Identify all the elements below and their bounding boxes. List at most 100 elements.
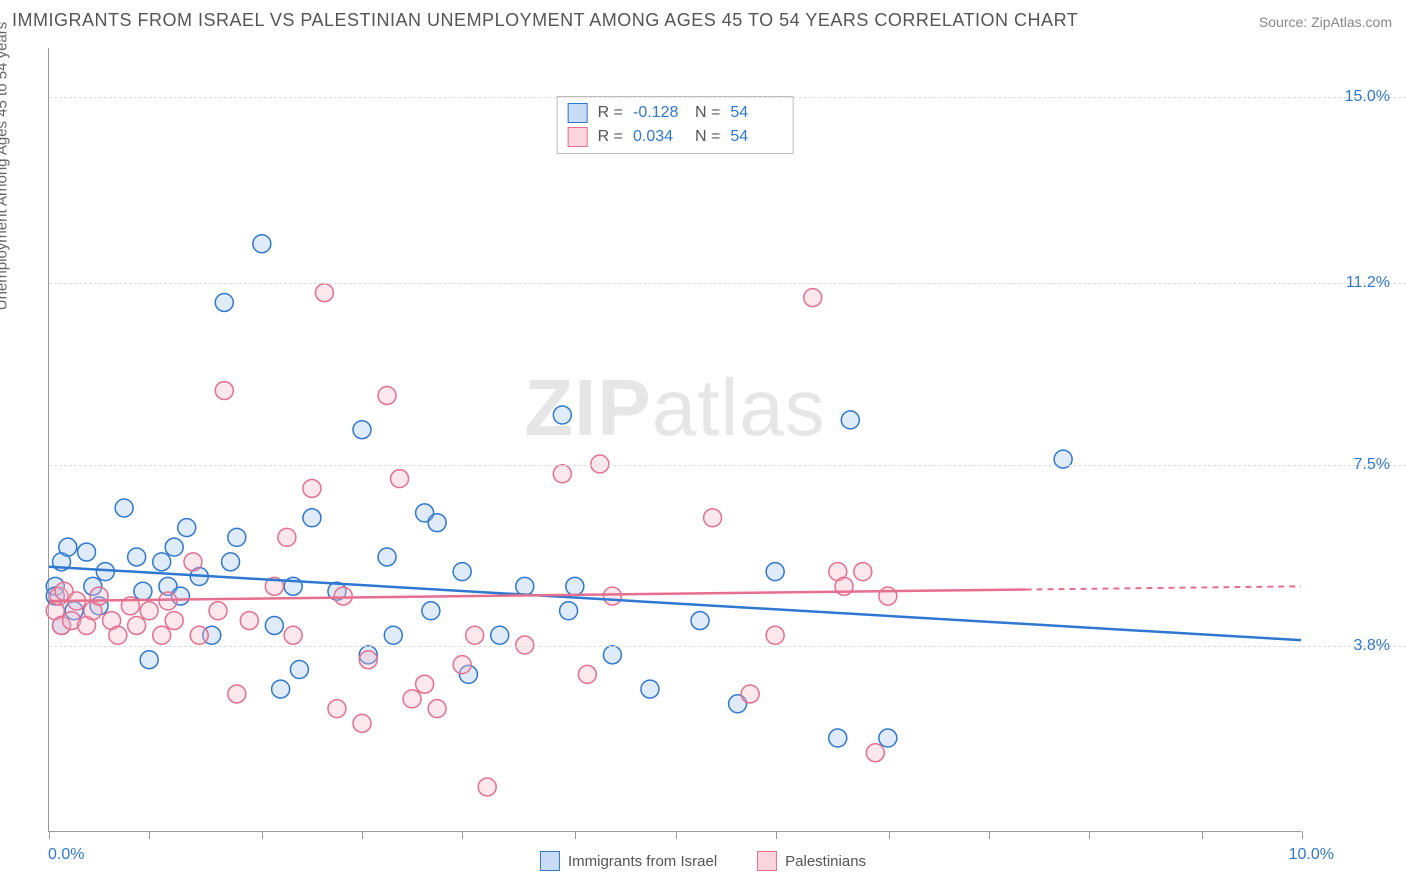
data-point — [378, 386, 396, 404]
x-tick — [49, 831, 50, 839]
data-point — [240, 612, 258, 630]
data-point — [553, 465, 571, 483]
data-point — [153, 553, 171, 571]
data-point — [478, 778, 496, 796]
stats-swatch — [568, 127, 588, 147]
gridline — [49, 283, 1406, 284]
x-tick — [676, 831, 677, 839]
data-point — [165, 612, 183, 630]
legend-item: Palestinians — [757, 851, 866, 871]
x-tick — [575, 831, 576, 839]
data-point — [560, 602, 578, 620]
x-tick — [776, 831, 777, 839]
data-point — [879, 729, 897, 747]
data-point — [109, 626, 127, 644]
y-tick-label: 11.2% — [1346, 274, 1390, 292]
data-point — [303, 479, 321, 497]
data-point — [879, 587, 897, 605]
stats-r-value: 0.034 — [633, 128, 685, 146]
data-point — [553, 406, 571, 424]
data-point — [128, 616, 146, 634]
stats-row: R = 0.034 N = 54 — [568, 125, 783, 149]
data-point — [328, 700, 346, 718]
source-link[interactable]: ZipAtlas.com — [1311, 14, 1392, 30]
source-prefix: Source: — [1259, 14, 1311, 30]
stats-n-label: N = — [695, 128, 720, 146]
x-tick — [149, 831, 150, 839]
data-point — [178, 519, 196, 537]
data-point — [222, 553, 240, 571]
legend-item: Immigrants from Israel — [540, 851, 717, 871]
legend-swatch — [540, 851, 560, 871]
data-point — [603, 587, 621, 605]
chart-title: IMMIGRANTS FROM ISRAEL VS PALESTINIAN UN… — [12, 10, 1078, 31]
legend-label: Immigrants from Israel — [568, 853, 717, 870]
data-point — [278, 528, 296, 546]
x-tick — [889, 831, 890, 839]
data-point — [209, 602, 227, 620]
data-point — [265, 616, 283, 634]
data-point — [184, 553, 202, 571]
data-point — [284, 626, 302, 644]
stats-swatch — [568, 103, 588, 123]
data-point — [228, 528, 246, 546]
data-point — [403, 690, 421, 708]
data-point — [153, 626, 171, 644]
data-point — [829, 729, 847, 747]
data-point — [159, 592, 177, 610]
x-tick — [1089, 831, 1090, 839]
y-tick-label: 15.0% — [1345, 88, 1390, 106]
x-tick — [362, 831, 363, 839]
data-point — [128, 548, 146, 566]
chart-plot-area: ZIPatlas R = -0.128 N = 54 R = 0.034 N =… — [48, 48, 1301, 832]
data-point — [491, 626, 509, 644]
stats-row: R = -0.128 N = 54 — [568, 101, 783, 125]
stats-r-value: -0.128 — [633, 104, 685, 122]
data-point — [516, 577, 534, 595]
data-point — [641, 680, 659, 698]
data-point — [741, 685, 759, 703]
gridline — [49, 646, 1406, 647]
legend-swatch — [757, 851, 777, 871]
data-point — [416, 675, 434, 693]
data-point — [140, 651, 158, 669]
x-axis-min-label: 0.0% — [48, 846, 84, 864]
source-attribution: Source: ZipAtlas.com — [1259, 14, 1392, 30]
data-point — [190, 626, 208, 644]
x-axis-max-label: 10.0% — [1289, 846, 1334, 864]
data-point — [804, 289, 822, 307]
gridline — [49, 465, 1406, 466]
data-point — [359, 651, 377, 669]
data-point — [353, 421, 371, 439]
regression-line-extrapolated — [1026, 586, 1301, 589]
stats-n-value: 54 — [730, 128, 782, 146]
data-point — [303, 509, 321, 527]
data-point — [428, 700, 446, 718]
data-point — [334, 587, 352, 605]
data-point — [422, 602, 440, 620]
correlation-stats-box: R = -0.128 N = 54 R = 0.034 N = 54 — [557, 96, 794, 154]
y-axis-label: Unemployment Among Ages 45 to 54 years — [0, 22, 11, 311]
data-point — [134, 582, 152, 600]
data-point — [272, 680, 290, 698]
data-point — [315, 284, 333, 302]
bottom-legend: Immigrants from Israel Palestinians — [540, 851, 866, 871]
data-point — [290, 661, 308, 679]
data-point — [253, 235, 271, 253]
legend-label: Palestinians — [785, 853, 866, 870]
data-point — [428, 514, 446, 532]
gridline — [49, 97, 1406, 98]
x-tick — [1202, 831, 1203, 839]
y-tick-label: 3.8% — [1354, 637, 1390, 655]
data-point — [59, 538, 77, 556]
data-point — [78, 543, 96, 561]
data-point — [140, 602, 158, 620]
data-point — [215, 382, 233, 400]
x-tick — [262, 831, 263, 839]
data-point — [578, 665, 596, 683]
data-point — [854, 563, 872, 581]
x-tick — [989, 831, 990, 839]
stats-r-label: R = — [598, 128, 623, 146]
x-tick — [1302, 831, 1303, 839]
data-point — [453, 656, 471, 674]
